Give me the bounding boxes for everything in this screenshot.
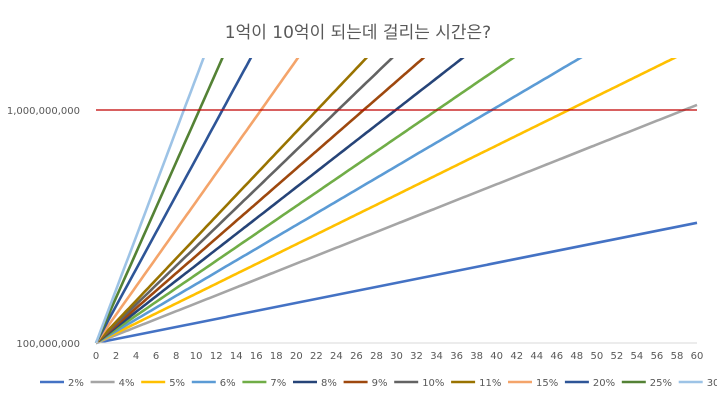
x-tick-label: 18 xyxy=(270,351,283,362)
x-tick-label: 20 xyxy=(290,351,303,362)
legend-item: 5% xyxy=(141,378,185,389)
legend-item: 8% xyxy=(293,378,337,389)
legend-label: 9% xyxy=(372,378,388,389)
legend-item: 7% xyxy=(242,378,286,389)
legend-item: 11% xyxy=(451,378,501,389)
legend-label: 30% xyxy=(707,378,717,389)
legend-item: 10% xyxy=(394,378,444,389)
legend-item: 30% xyxy=(678,378,717,389)
legend-label: 25% xyxy=(650,378,672,389)
legend-label: 6% xyxy=(220,378,236,389)
series-line-6pct xyxy=(95,58,583,345)
x-tick-label: 36 xyxy=(450,351,463,362)
x-tick-label: 0 xyxy=(93,351,99,362)
series-layer xyxy=(94,58,698,345)
x-tick-label: 46 xyxy=(550,351,563,362)
x-tick-label: 50 xyxy=(590,351,603,362)
legend-label: 10% xyxy=(422,378,444,389)
legend-item: 20% xyxy=(564,378,615,389)
x-tick-label: 30 xyxy=(390,351,403,362)
x-tick-label: 10 xyxy=(190,351,203,362)
x-tick-label: 8 xyxy=(173,351,179,362)
axes-layer: 0 2 4 6 8 10 12 14 16 18 20 22 24 26 28 30 32 34 36 38 40 42 4… xyxy=(7,106,704,362)
x-tick-label: 4 xyxy=(133,351,139,362)
x-tick-label: 52 xyxy=(610,351,623,362)
legend-item: 6% xyxy=(191,378,236,389)
x-tick-label: 16 xyxy=(250,351,263,362)
legend-label: 2% xyxy=(68,378,84,389)
x-tick-label: 48 xyxy=(570,351,583,362)
x-tick-label: 14 xyxy=(230,351,243,362)
series-line-20pct xyxy=(94,58,253,344)
series-line-8pct xyxy=(95,58,465,345)
x-tick-label: 26 xyxy=(350,351,363,362)
y-tick-label: 100,000,000 xyxy=(16,339,80,350)
x-tick-label: 60 xyxy=(691,351,704,362)
x-tick-label: 2 xyxy=(113,351,119,362)
x-tick-label: 22 xyxy=(310,351,323,362)
series-line-15pct xyxy=(94,58,300,344)
x-tick-label: 42 xyxy=(510,351,523,362)
x-tick-label: 40 xyxy=(490,351,503,362)
x-tick-label: 6 xyxy=(153,351,159,362)
series-line-7pct xyxy=(95,58,516,345)
x-tick-label: 32 xyxy=(410,351,423,362)
x-tick-label: 28 xyxy=(370,351,383,362)
x-tick-label: 58 xyxy=(671,351,684,362)
legend-label: 5% xyxy=(169,378,185,389)
x-tick-label: 44 xyxy=(530,351,543,362)
series-line-30pct xyxy=(94,58,205,344)
series-line-4pct xyxy=(95,103,698,345)
legend-item: 4% xyxy=(90,378,135,389)
legend-label: 4% xyxy=(119,378,135,389)
legend-label: 7% xyxy=(270,378,286,389)
chart-title: 1억이 10억이 되는데 걸리는 시간은? xyxy=(225,23,491,43)
legend-label: 11% xyxy=(479,378,501,389)
x-tick-label: 24 xyxy=(330,351,343,362)
x-tick-label: 38 xyxy=(470,351,483,362)
series-line-11pct xyxy=(95,58,369,344)
legend-item: 9% xyxy=(343,378,388,389)
x-tick-label: 12 xyxy=(210,351,223,362)
legend-label: 20% xyxy=(593,378,615,389)
series-line-5pct xyxy=(95,58,678,345)
x-tick-label: 34 xyxy=(430,351,443,362)
legend: 2% 4% 5% 6% 7% 8% 9% 10% 11% 15% 20% 25% 30% xyxy=(40,378,717,389)
legend-item: 15% xyxy=(508,378,558,389)
legend-item: 2% xyxy=(40,378,84,389)
series-line-2pct xyxy=(95,221,698,345)
series-line-9pct xyxy=(95,58,426,344)
series-line-25pct xyxy=(94,58,224,344)
legend-label: 8% xyxy=(321,378,337,389)
legend-item: 25% xyxy=(621,378,672,389)
x-tick-label: 54 xyxy=(631,351,644,362)
y-tick-label: 1,000,000,000 xyxy=(7,106,80,117)
series-line-10pct xyxy=(95,58,394,344)
legend-label: 15% xyxy=(536,378,558,389)
x-tick-label: 56 xyxy=(651,351,664,362)
